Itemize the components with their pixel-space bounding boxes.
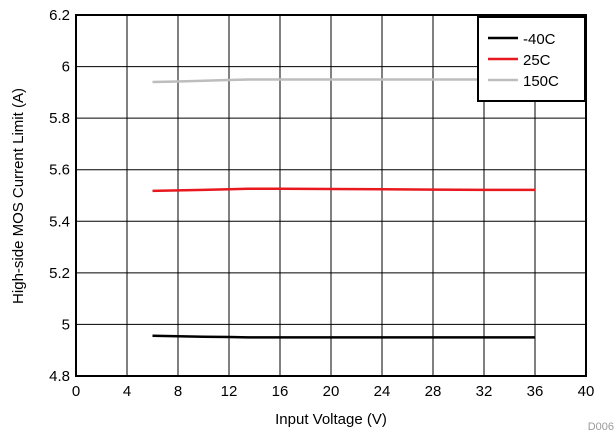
x-tick-label: 0 xyxy=(72,383,80,400)
series-line-25c xyxy=(152,187,535,193)
y-tick-label: 5.2 xyxy=(49,265,70,282)
y-tick-label: 6.2 xyxy=(49,7,70,24)
x-axis-title: Input Voltage (V) xyxy=(275,411,387,428)
y-tick-label: 5 xyxy=(62,316,70,333)
x-tick-label: 4 xyxy=(123,383,131,400)
legend-box xyxy=(477,16,586,102)
x-tick-label: 16 xyxy=(272,383,289,400)
tick-labels: 0 4 8 12 16 20 24 28 32 36 40 4.8 5 5.2 5.4 5.6 5.8 6 6.2 xyxy=(49,7,594,400)
y-tick-label: 5.6 xyxy=(49,162,70,179)
y-tick-label: 5.4 xyxy=(49,213,70,230)
x-tick-label: 32 xyxy=(476,383,493,400)
legend-label-minus40c: -40C xyxy=(523,31,556,48)
y-axis-title: High-side MOS Current Limit (A) xyxy=(10,88,27,304)
figure-id: D006 xyxy=(588,421,614,433)
legend-label-150c: 150C xyxy=(523,73,559,90)
x-tick-label: 12 xyxy=(221,383,238,400)
y-tick-label: 6 xyxy=(62,59,70,76)
x-tick-label: 28 xyxy=(425,383,442,400)
x-tick-label: 24 xyxy=(374,383,391,400)
series-layer xyxy=(152,78,535,339)
x-tick-label: 20 xyxy=(323,383,340,400)
plot-frame xyxy=(75,14,587,377)
series-line-150c xyxy=(152,78,535,84)
x-tick-label: 8 xyxy=(174,383,182,400)
y-tick-label: 4.8 xyxy=(49,368,70,385)
x-tick-label: 40 xyxy=(578,383,595,400)
series-line-minus40c xyxy=(152,334,535,339)
y-tick-label: 5.8 xyxy=(49,110,70,127)
legend: -40C 25C 150C xyxy=(477,16,586,102)
legend-label-25c: 25C xyxy=(523,52,551,69)
x-tick-label: 36 xyxy=(527,383,544,400)
